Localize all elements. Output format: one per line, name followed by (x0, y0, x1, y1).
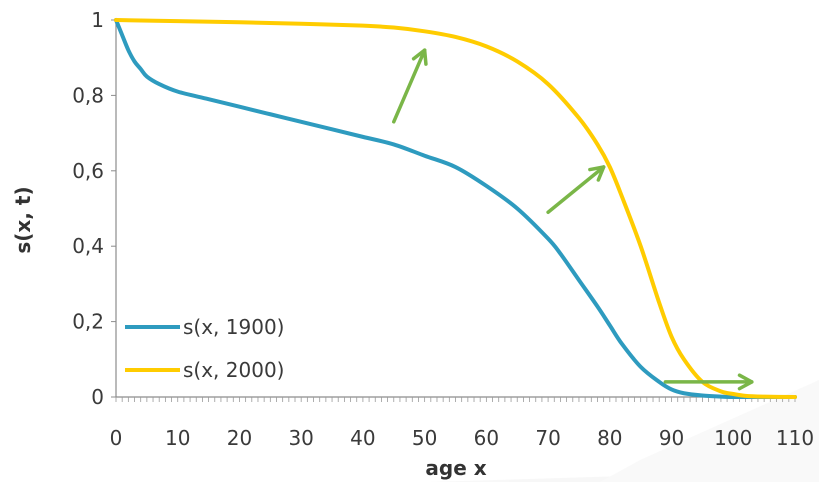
y-tick-label: 0,2 (72, 310, 104, 334)
x-tick-label: 70 (535, 426, 560, 450)
x-tick-label: 0 (110, 426, 123, 450)
series-layer (114, 18, 797, 400)
axes (115, 20, 796, 402)
x-tick-label: 10 (165, 426, 190, 450)
annotation-arrow (546, 165, 606, 215)
x-tick-label: 30 (288, 426, 313, 450)
x-tick-label: 40 (350, 426, 375, 450)
y-tick-label: 0 (91, 385, 104, 409)
arrow-shaft (546, 165, 606, 215)
arrow-head (411, 48, 428, 66)
series-line-0 (114, 18, 797, 400)
annotation-arrow (392, 48, 428, 124)
x-tick-label: 20 (227, 426, 252, 450)
x-tick-label: 100 (714, 426, 752, 450)
y-axis-ticks: 0 0,2 0,4 0,6 0,8 1 (72, 8, 116, 409)
y-tick-label: 0,6 (72, 159, 104, 183)
legend-label-1900: s(x, 1900) (183, 315, 284, 339)
arrow-head (588, 165, 606, 182)
x-tick-label: 90 (659, 426, 684, 450)
x-tick-label: 60 (474, 426, 499, 450)
arrow-head (737, 373, 754, 391)
x-tick-label: 50 (412, 426, 437, 450)
annotation-arrow (663, 373, 754, 391)
x-axis-ticks: 0 10 20 30 40 50 60 70 80 90 100 110 (110, 426, 814, 450)
legend-label-2000: s(x, 2000) (183, 358, 284, 382)
y-tick-label: 1 (91, 8, 104, 32)
x-axis-title: age x (425, 456, 486, 480)
x-minor-ticks (115, 397, 796, 402)
x-tick-label: 80 (597, 426, 622, 450)
annotation-layer (392, 48, 754, 391)
background-decoration (430, 380, 819, 482)
y-axis-title: s(x, t) (11, 186, 35, 253)
y-tick-label: 0,8 (72, 83, 104, 107)
legend: s(x, 1900) s(x, 2000) (125, 315, 284, 382)
series-line-1 (114, 18, 797, 399)
x-tick-label: 110 (776, 426, 814, 450)
y-tick-label: 0,4 (72, 234, 104, 258)
arrow-shaft (392, 48, 427, 124)
